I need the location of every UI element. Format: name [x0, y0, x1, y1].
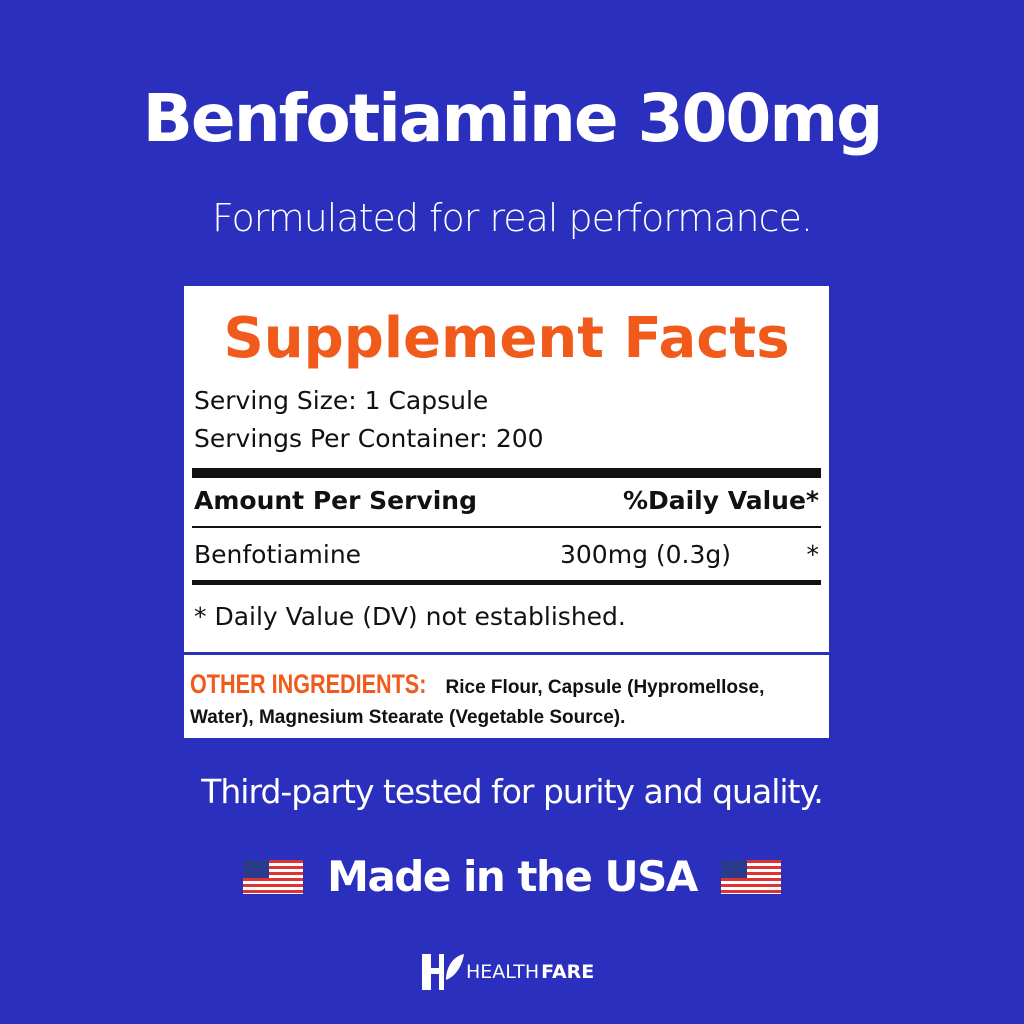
page-title: Benfotiamine 300mg	[142, 80, 884, 157]
other-ingredients-label: OTHER INGREDIENTS:	[190, 669, 427, 699]
divider	[192, 468, 821, 478]
servings-per-container: Servings Per Container: 200	[194, 424, 544, 453]
subtitle: Formulated for real performance.	[212, 196, 813, 240]
brand-name-light: HEALTH	[466, 961, 540, 983]
nutrient-name: Benfotiamine	[194, 540, 362, 569]
tagline: Third-party tested for purity and qualit…	[201, 772, 824, 811]
other-ingredients: OTHER INGREDIENTS: Rice Flour, Capsule (H…	[184, 652, 829, 738]
facts-heading: Supplement Facts	[223, 306, 790, 371]
amount-header: Amount Per Serving	[194, 486, 477, 515]
brand-name-bold: FARE	[541, 961, 595, 983]
made-in-usa: Made in the USA	[0, 852, 1024, 901]
divider	[192, 526, 821, 528]
healthfare-leaf-icon	[422, 954, 464, 990]
footnote: * Daily Value (DV) not established.	[194, 602, 626, 631]
supplement-facts-panel: Supplement Facts Serving Size: 1 Capsule…	[184, 286, 829, 738]
dv-header: %Daily Value*	[622, 486, 819, 515]
nutrient-dv: *	[806, 540, 820, 569]
made-in-usa-text: Made in the USA	[327, 852, 698, 901]
us-flag-icon	[243, 859, 304, 894]
nutrient-amount: 300mg (0.3g)	[560, 540, 732, 569]
serving-size: Serving Size: 1 Capsule	[194, 386, 489, 415]
us-flag-icon	[720, 859, 781, 894]
other-ingredients-text: Rice Flour, Capsule (Hypromellose, Water…	[190, 677, 765, 728]
brand-logo: HEALTH FARE	[420, 950, 594, 994]
divider	[192, 580, 821, 585]
